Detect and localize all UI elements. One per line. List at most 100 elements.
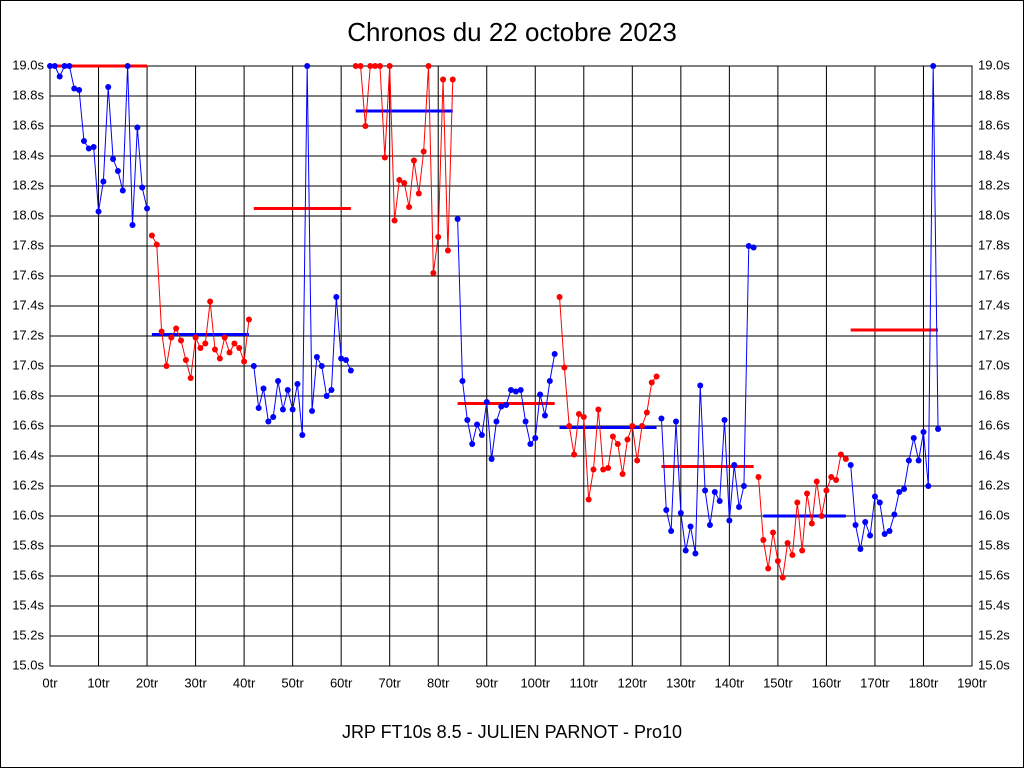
lap-point [406, 204, 413, 210]
lap-point [799, 547, 806, 554]
lap-point [605, 465, 612, 471]
lap-point [173, 325, 180, 332]
lap-point [629, 423, 636, 429]
lap-point [580, 414, 587, 420]
lap-point [658, 415, 665, 422]
lap-point [231, 340, 238, 347]
lap-point [634, 457, 641, 464]
lap-point [697, 382, 704, 389]
lap-point [168, 334, 175, 341]
lap-point [158, 328, 165, 335]
lap-point [260, 385, 267, 392]
lap-point [818, 513, 825, 519]
lap-point [275, 378, 282, 384]
y-tick-label: 18.2s [12, 177, 44, 192]
lap-point [85, 145, 92, 152]
lap-point [541, 412, 548, 419]
lap-point [847, 462, 854, 468]
lap-point [706, 522, 713, 528]
lap-point [871, 493, 878, 500]
lap-point [920, 429, 927, 435]
x-tick-label: 70tr [378, 675, 401, 690]
lap-point [639, 423, 646, 429]
y-tick-label: 17.4s [12, 297, 44, 312]
lap-point [765, 565, 772, 572]
lap-point [469, 441, 476, 447]
lap-point [245, 316, 252, 323]
y-tick-label: 16.0s [12, 507, 44, 522]
y-tick-label: 15.2s [12, 627, 44, 642]
lap-point [134, 124, 141, 131]
lap-point [304, 63, 311, 69]
lap-point [546, 378, 553, 384]
lap-point [925, 483, 932, 489]
lap-point [575, 411, 582, 417]
y-tick-label: 15.4s [12, 597, 44, 612]
lap-point [440, 76, 447, 83]
lap-point [192, 334, 199, 341]
lap-point [794, 499, 801, 506]
lap-point [842, 456, 849, 462]
lap-point [110, 156, 117, 162]
lap-point [100, 178, 107, 185]
lap-point [833, 477, 840, 483]
lap-point [279, 406, 286, 413]
y2-tick-label: 15.8s [978, 537, 1010, 552]
lap-point [323, 393, 330, 399]
lap-point [721, 417, 728, 423]
lap-point [207, 298, 214, 305]
y-tick-label: 16.4s [12, 447, 44, 462]
lap-point [537, 391, 544, 398]
lap-point [590, 466, 597, 473]
lap-point [270, 414, 277, 420]
lap-point [71, 85, 78, 92]
y2-tick-label: 17.0s [978, 357, 1010, 372]
lap-point [653, 373, 660, 380]
y-tick-label: 16.2s [12, 477, 44, 492]
lap-point [478, 432, 485, 438]
lap-point [410, 157, 417, 164]
lap-point [90, 144, 97, 150]
lap-point [318, 363, 325, 369]
y2-tick-label: 16.4s [978, 447, 1010, 462]
y-tick-label: 15.0s [12, 657, 44, 672]
lap-point [614, 441, 621, 447]
chart-title: Chronos du 22 octobre 2023 [347, 17, 677, 47]
x-tick-label: 110tr [569, 675, 598, 690]
lap-point [770, 529, 777, 536]
x-tick-label: 170tr [860, 675, 890, 690]
lap-point [221, 334, 228, 341]
lap-point [935, 426, 942, 432]
lap-point [862, 519, 869, 525]
lap-point [464, 417, 471, 423]
lap-point [619, 471, 626, 477]
lap-point [114, 168, 121, 174]
lap-point [415, 190, 422, 197]
lap-point [425, 63, 432, 69]
lap-point [896, 489, 903, 495]
lap-point [178, 337, 185, 344]
lap-point [813, 478, 820, 485]
lap-point [299, 432, 306, 438]
lap-point [600, 466, 607, 473]
lap-point [571, 451, 578, 458]
y-tick-label: 18.8s [12, 87, 44, 102]
y2-tick-label: 15.0s [978, 657, 1010, 672]
lap-point [755, 474, 762, 480]
lap-point [876, 499, 883, 506]
lap-point [740, 483, 747, 489]
y-tick-label: 15.6s [12, 567, 44, 582]
lap-point [711, 489, 718, 495]
lap-point [430, 270, 437, 276]
lap-point [333, 294, 340, 300]
y-tick-label: 15.8s [12, 537, 44, 552]
lap-point [367, 63, 374, 69]
y2-tick-label: 18.6s [978, 117, 1010, 132]
lap-point [119, 187, 126, 194]
lap-point [454, 216, 461, 222]
footer: JRP FT10s 8.5 - JULIEN PARNOT - Pro10 [342, 722, 682, 742]
lap-point [702, 487, 709, 494]
lap-point [566, 423, 573, 429]
x-tick-label: 190tr [957, 675, 987, 690]
lap-point [648, 379, 655, 386]
